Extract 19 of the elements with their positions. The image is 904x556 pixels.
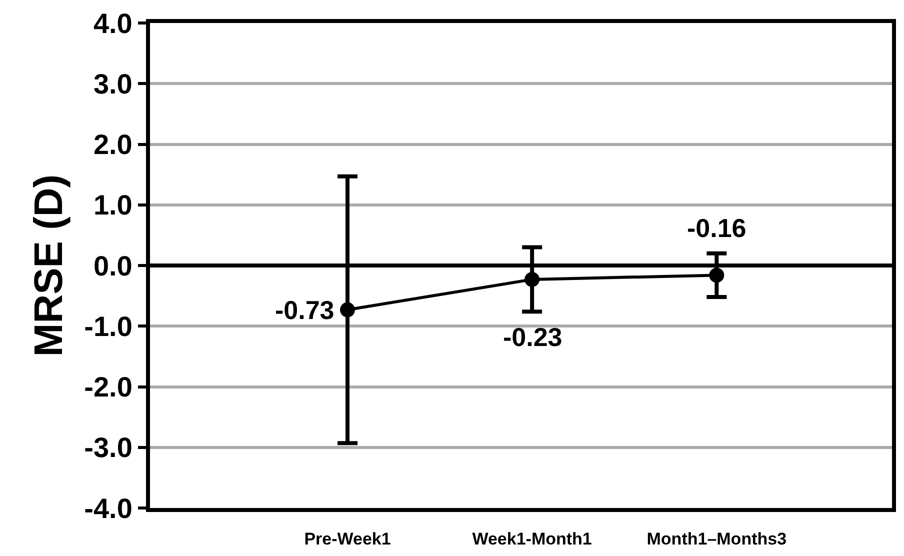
y-tick-label: 3.0: [93, 68, 132, 100]
y-axis-title: MRSE (D): [27, 174, 72, 357]
y-tick-label: -4.0: [84, 492, 132, 524]
data-label: -0.23: [503, 322, 562, 352]
y-tick-label: 1.0: [93, 190, 132, 221]
x-tick-label: Week1-Month1: [472, 529, 592, 548]
y-tick-label: -2.0: [84, 372, 132, 403]
point: [524, 272, 540, 287]
data-label: -0.73: [275, 295, 334, 325]
point: [340, 302, 355, 318]
point: [709, 268, 724, 283]
y-tick-label: -1.0: [84, 310, 132, 342]
x-tick-label: Month1–Months3: [646, 529, 787, 548]
y-tick-label: -3.0: [84, 432, 132, 464]
y-tick-label: 0.0: [93, 250, 132, 282]
y-tick-label: 2.0: [93, 129, 132, 160]
data-label: -0.16: [687, 213, 746, 243]
y-tick-label: 4.0: [93, 8, 132, 39]
x-tick-label: Pre-Week1: [304, 529, 391, 548]
